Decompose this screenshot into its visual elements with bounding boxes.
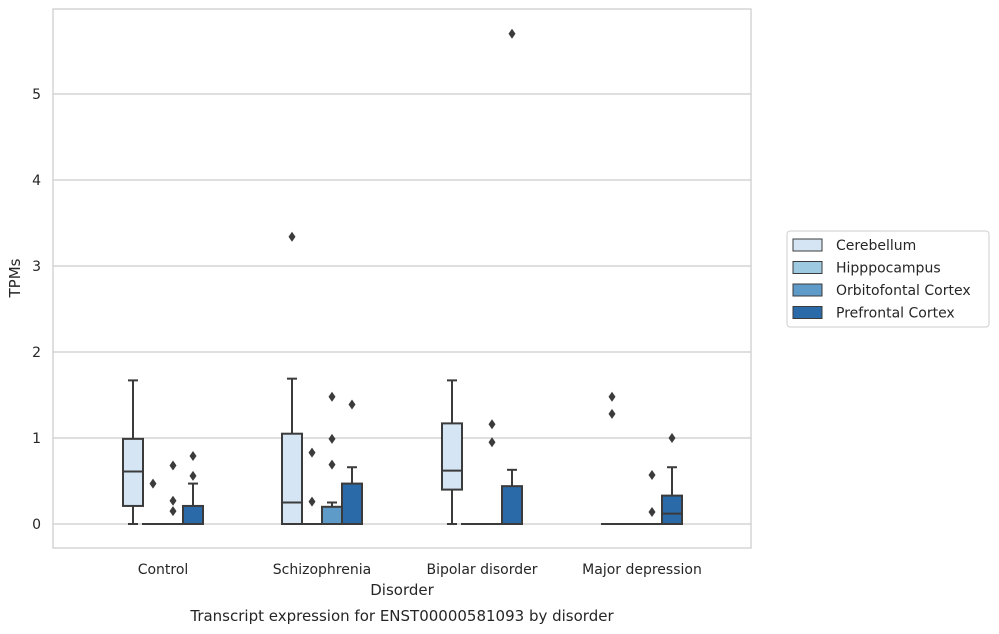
- legend: Cerebellum Hipppocampus Orbitofontal Corte…: [786, 230, 990, 328]
- box-orbitofontal-cortex: [481, 419, 503, 526]
- boxes: [122, 28, 683, 526]
- outlier-point: [328, 459, 336, 470]
- box-body: [281, 432, 303, 526]
- outlier-point: [169, 506, 177, 517]
- outlier-point: [668, 433, 676, 443]
- x-tick-label: Control: [138, 562, 189, 578]
- outlier-point: [308, 447, 316, 458]
- box-cerebellum: [441, 379, 463, 525]
- outlier-point: [169, 495, 177, 506]
- y-tick-label: 0: [32, 517, 41, 533]
- y-axis-label: TPMs: [6, 258, 24, 298]
- box-body: [182, 504, 204, 526]
- outlier-point: [608, 391, 616, 402]
- outlier-point: [648, 506, 656, 517]
- outlier-point: [288, 231, 296, 242]
- outlier-point: [169, 460, 177, 471]
- outlier-point: [488, 437, 496, 448]
- outlier-point: [608, 408, 616, 419]
- legend-label: Orbitofontal Cortex: [836, 283, 971, 299]
- box-hipppocampus: [301, 447, 323, 526]
- legend-label: Cerebellum: [836, 238, 916, 254]
- outlier-point: [488, 419, 496, 430]
- box-body: [341, 482, 363, 525]
- box-body: [321, 505, 343, 525]
- box-cerebellum: [281, 231, 303, 526]
- y-tick-label: 2: [32, 345, 41, 361]
- y-tick-label: 1: [32, 431, 41, 447]
- x-tick-label: Major depression: [582, 562, 702, 578]
- outlier-point: [189, 470, 197, 481]
- x-axis-label: Disorder: [370, 581, 434, 599]
- box-hipppocampus: [142, 478, 164, 526]
- box-prefrontal-cortex: [501, 28, 523, 526]
- outlier-point: [348, 399, 356, 410]
- box-cerebellum: [601, 391, 623, 526]
- x-axis-ticks: Control Schizophrenia Bipolar disorder Majo…: [138, 562, 702, 578]
- box-orbitofontal-cortex: [162, 460, 184, 526]
- outlier-point: [189, 451, 197, 462]
- legend-label: Hipppocampus: [836, 261, 941, 277]
- legend-label: Prefrontal Cortex: [836, 306, 955, 322]
- box-prefrontal-cortex: [182, 451, 204, 526]
- box-prefrontal-cortex: [341, 399, 363, 525]
- y-tick-label: 4: [32, 173, 41, 189]
- legend-swatch: [792, 261, 823, 274]
- box-prefrontal-cortex: [661, 433, 683, 525]
- y-tick-label: 5: [32, 87, 41, 103]
- legend-swatch: [792, 306, 823, 319]
- x-tick-label: Bipolar disorder: [426, 562, 537, 578]
- chart-title: Transcript expression for ENST0000058109…: [189, 607, 614, 625]
- x-tick-label: Schizophrenia: [273, 562, 371, 578]
- box-body: [501, 485, 523, 526]
- box-orbitofontal-cortex: [321, 391, 343, 525]
- outlier-point: [328, 391, 336, 402]
- outlier-point: [648, 469, 656, 480]
- legend-frame: [786, 230, 990, 328]
- outlier-point: [328, 433, 336, 444]
- box-body: [661, 494, 683, 525]
- outlier-point: [508, 28, 516, 39]
- plot-area-frame: [52, 8, 752, 549]
- box-cerebellum: [122, 379, 144, 525]
- legend-swatch: [792, 283, 823, 297]
- y-axis-ticks: 0 1 2 3 4 5: [32, 87, 41, 533]
- outlier-point: [149, 478, 157, 489]
- outlier-point: [308, 496, 316, 507]
- box-body: [441, 422, 463, 491]
- box-orbitofontal-cortex: [641, 469, 663, 526]
- legend-swatch: [792, 238, 823, 252]
- grid-lines: [53, 93, 751, 525]
- y-tick-label: 3: [32, 259, 41, 275]
